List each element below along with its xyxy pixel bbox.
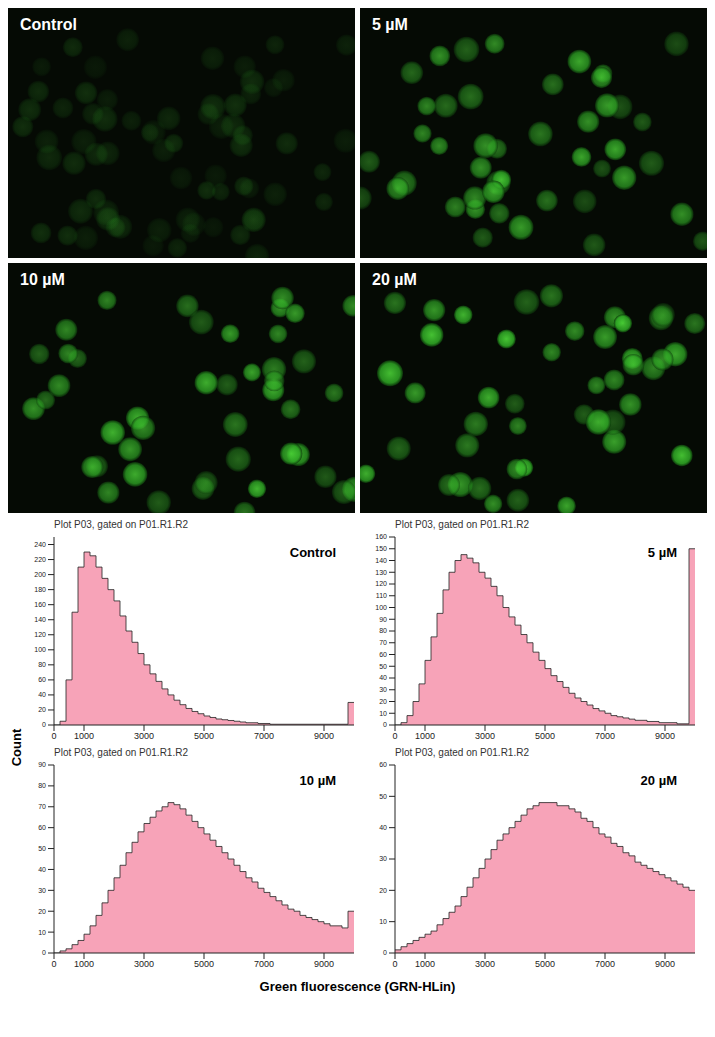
svg-text:180: 180 xyxy=(34,586,46,593)
svg-text:40: 40 xyxy=(379,674,387,681)
svg-text:100: 100 xyxy=(34,646,46,653)
svg-text:9000: 9000 xyxy=(655,959,675,969)
svg-text:5000: 5000 xyxy=(194,959,214,969)
svg-text:50: 50 xyxy=(379,793,387,800)
html-text:20 µM: 20 µM xyxy=(372,271,417,288)
svg-text:7000: 7000 xyxy=(595,731,615,741)
svg-text:10: 10 xyxy=(379,710,387,717)
html-text:20 µM: 20 µM xyxy=(640,773,677,788)
svg-text:1000: 1000 xyxy=(415,959,435,969)
svg-text:20: 20 xyxy=(379,698,387,705)
html-text:Plot P03, gated on P01.R1.R2: Plot P03, gated on P01.R1.R2 xyxy=(54,519,188,530)
html-text:10 µM: 10 µM xyxy=(299,773,336,788)
svg-text:40: 40 xyxy=(38,691,46,698)
html-text:Plot P03, gated on P01.R1.R2: Plot P03, gated on P01.R1.R2 xyxy=(395,519,529,530)
svg-text:0: 0 xyxy=(51,959,56,969)
svg-text:1000: 1000 xyxy=(74,959,94,969)
html-text:5 µM: 5 µM xyxy=(647,545,677,560)
html-text:Green fluorescence (GRN-HLin): Green fluorescence (GRN-HLin) xyxy=(259,979,456,994)
svg-text:20: 20 xyxy=(379,887,387,894)
svg-text:200: 200 xyxy=(34,571,46,578)
svg-text:1000: 1000 xyxy=(74,731,94,741)
svg-text:160: 160 xyxy=(375,533,387,540)
svg-text:5000: 5000 xyxy=(194,731,214,741)
svg-text:60: 60 xyxy=(38,824,46,831)
svg-text:20: 20 xyxy=(38,706,46,713)
svg-text:5000: 5000 xyxy=(535,959,555,969)
svg-text:30: 30 xyxy=(379,686,387,693)
svg-text:100: 100 xyxy=(375,604,387,611)
svg-text:10: 10 xyxy=(379,918,387,925)
svg-text:30: 30 xyxy=(379,855,387,862)
svg-text:30: 30 xyxy=(38,887,46,894)
svg-text:0: 0 xyxy=(392,731,397,741)
svg-text:50: 50 xyxy=(379,663,387,670)
svg-text:50: 50 xyxy=(38,845,46,852)
svg-text:160: 160 xyxy=(34,601,46,608)
svg-text:0: 0 xyxy=(51,731,56,741)
html-text:Count: Count xyxy=(9,728,25,766)
html-text:Control: Control xyxy=(289,545,336,560)
svg-text:80: 80 xyxy=(379,627,387,634)
svg-text:80: 80 xyxy=(38,782,46,789)
svg-text:60: 60 xyxy=(379,761,387,768)
svg-text:90: 90 xyxy=(38,761,46,768)
html-text:10 µM: 10 µM xyxy=(20,271,65,288)
svg-text:1000: 1000 xyxy=(415,731,435,741)
svg-text:3000: 3000 xyxy=(134,959,154,969)
svg-text:0: 0 xyxy=(383,949,387,956)
svg-text:60: 60 xyxy=(379,651,387,658)
svg-text:0: 0 xyxy=(42,721,46,728)
svg-text:3000: 3000 xyxy=(475,731,495,741)
svg-text:7000: 7000 xyxy=(595,959,615,969)
svg-text:7000: 7000 xyxy=(254,959,274,969)
svg-text:120: 120 xyxy=(375,580,387,587)
svg-text:3000: 3000 xyxy=(134,731,154,741)
svg-text:240: 240 xyxy=(34,541,46,548)
svg-text:9000: 9000 xyxy=(655,731,675,741)
svg-text:110: 110 xyxy=(376,592,387,599)
svg-text:3000: 3000 xyxy=(475,959,495,969)
svg-text:9000: 9000 xyxy=(314,731,334,741)
html-text:Control: Control xyxy=(20,16,77,33)
svg-text:150: 150 xyxy=(375,545,387,552)
svg-text:0: 0 xyxy=(42,949,46,956)
svg-text:5000: 5000 xyxy=(535,731,555,741)
svg-text:40: 40 xyxy=(38,866,46,873)
svg-text:80: 80 xyxy=(38,661,46,668)
svg-text:20: 20 xyxy=(38,908,46,915)
svg-text:9000: 9000 xyxy=(314,959,334,969)
svg-text:90: 90 xyxy=(379,616,387,623)
svg-text:7000: 7000 xyxy=(254,731,274,741)
html-text:Plot P03, gated on P01.R1.R2: Plot P03, gated on P01.R1.R2 xyxy=(395,747,529,758)
svg-text:0: 0 xyxy=(392,959,397,969)
html-text:5 µM: 5 µM xyxy=(372,16,408,33)
svg-text:220: 220 xyxy=(34,556,46,563)
html-text:Plot P03, gated on P01.R1.R2: Plot P03, gated on P01.R1.R2 xyxy=(54,747,188,758)
svg-text:60: 60 xyxy=(38,676,46,683)
svg-text:140: 140 xyxy=(375,557,387,564)
svg-text:70: 70 xyxy=(379,639,387,646)
svg-text:130: 130 xyxy=(375,569,387,576)
svg-text:0: 0 xyxy=(383,721,387,728)
svg-text:40: 40 xyxy=(379,824,387,831)
svg-text:120: 120 xyxy=(34,631,46,638)
svg-text:10: 10 xyxy=(38,929,46,936)
svg-text:140: 140 xyxy=(34,616,46,623)
svg-text:70: 70 xyxy=(38,803,46,810)
